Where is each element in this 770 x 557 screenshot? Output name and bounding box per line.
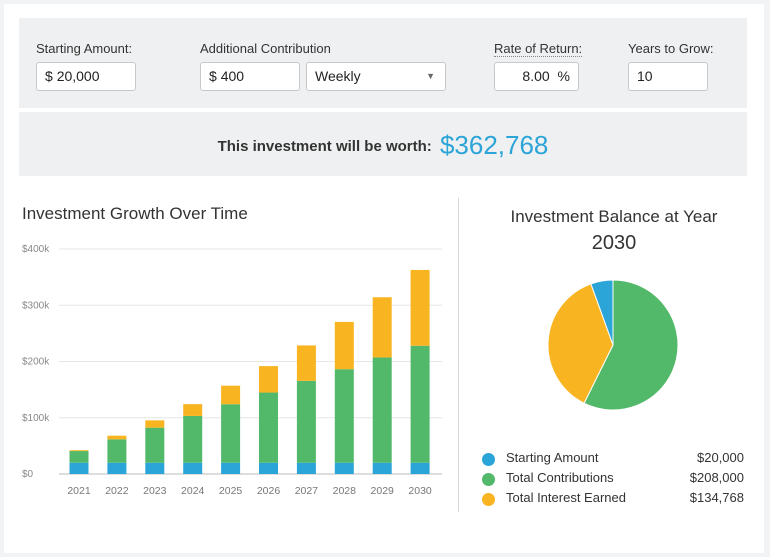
legend-amount: $20,000 xyxy=(697,450,744,465)
x-tick-label: 2022 xyxy=(105,485,129,497)
bar-segment[interactable] xyxy=(145,462,165,474)
bar-segment[interactable] xyxy=(145,427,165,463)
bar-segment[interactable] xyxy=(334,321,354,370)
bar-segment[interactable] xyxy=(259,366,278,393)
y-tick-label: $400k xyxy=(22,244,50,255)
years-to-grow-input[interactable]: 10 xyxy=(628,62,708,91)
legend-dot-icon xyxy=(482,493,495,506)
legend-dot-icon xyxy=(482,453,495,466)
additional-contribution-label: Additional Contribution xyxy=(200,41,331,56)
chart-divider xyxy=(458,198,459,512)
pie-slice[interactable] xyxy=(590,279,614,346)
legend-label: Starting Amount xyxy=(506,450,599,465)
x-tick-label: 2029 xyxy=(371,485,395,497)
result-line: This investment will be worth: $362,768 xyxy=(19,130,747,161)
bar-segment[interactable] xyxy=(372,357,392,463)
x-tick-label: 2025 xyxy=(219,485,243,497)
rate-value: 8.00 xyxy=(522,68,550,84)
legend-amount: $134,768 xyxy=(689,490,744,505)
y-tick-label: $300k xyxy=(22,300,50,311)
bar-segment[interactable] xyxy=(410,462,430,474)
bar-segment[interactable] xyxy=(410,269,430,346)
frequency-value: Weekly xyxy=(315,68,361,84)
bar-segment[interactable] xyxy=(183,462,203,474)
bar-segment[interactable] xyxy=(183,404,203,416)
bar-segment[interactable] xyxy=(296,462,316,474)
bar-segment[interactable] xyxy=(69,451,89,463)
y-tick-label: $0 xyxy=(22,469,34,480)
rate-suffix: % xyxy=(557,68,570,84)
bar-segment[interactable] xyxy=(221,462,241,474)
result-text: This investment will be worth: xyxy=(217,138,432,155)
additional-value: 400 xyxy=(220,68,245,84)
bar-segment[interactable] xyxy=(69,450,89,452)
bar-segment[interactable] xyxy=(259,392,278,463)
x-tick-label: 2027 xyxy=(295,485,319,497)
legend-amount: $208,000 xyxy=(689,470,744,485)
pie-legend: Starting Amount $20,000 Total Contribution… xyxy=(482,450,744,510)
x-tick-label: 2024 xyxy=(181,485,205,497)
starting-amount-prefix: $ xyxy=(45,68,53,84)
legend-label: Total Contributions xyxy=(506,470,614,485)
legend-label: Total Interest Earned xyxy=(506,490,626,505)
pie-chart xyxy=(547,279,679,411)
bar-segment[interactable] xyxy=(107,435,127,440)
bar-segment[interactable] xyxy=(221,404,241,463)
bar-segment[interactable] xyxy=(334,369,354,463)
pie-chart-title: Investment Balance at Year 2030 xyxy=(464,204,764,256)
bar-segment[interactable] xyxy=(410,345,430,463)
pie-title-text: Investment Balance at Year xyxy=(510,207,718,226)
bar-segment[interactable] xyxy=(183,415,203,463)
bar-chart: $0 $100k $200k $300k $400k 2021 2022 2023 2024 20… xyxy=(22,244,442,497)
result-value: $362,768 xyxy=(439,130,549,160)
result-panel: This investment will be worth: $362,768 xyxy=(19,112,747,176)
y-tick-label: $200k xyxy=(22,357,50,368)
bar-segment[interactable] xyxy=(107,439,127,463)
bar-segment[interactable] xyxy=(296,345,316,381)
x-tick-label: 2021 xyxy=(67,485,91,497)
years-to-grow-label: Years to Grow: xyxy=(628,41,714,56)
bar-segment[interactable] xyxy=(221,385,241,405)
bar-segment[interactable] xyxy=(372,297,392,358)
bar-segment[interactable] xyxy=(372,462,392,474)
frequency-select[interactable]: Weekly ▼ xyxy=(306,62,446,91)
starting-amount-input[interactable]: $ 20,000 xyxy=(36,62,136,91)
additional-contribution-input[interactable]: $ 400 xyxy=(200,62,300,91)
bar-segment[interactable] xyxy=(145,420,165,428)
bar-segment[interactable] xyxy=(296,380,316,463)
inputs-panel: Starting Amount: $ 20,000 Additional Con… xyxy=(19,18,747,108)
calculator-card: Starting Amount: $ 20,000 Additional Con… xyxy=(4,4,764,553)
legend-item: Starting Amount $20,000 xyxy=(482,450,744,470)
y-tick-label: $100k xyxy=(22,413,50,424)
rate-of-return-label[interactable]: Rate of Return: xyxy=(494,41,583,57)
pie-slice[interactable] xyxy=(583,279,679,411)
legend-item: Total Contributions $208,000 xyxy=(482,470,744,490)
years-value: 10 xyxy=(637,68,653,84)
pie-slice[interactable] xyxy=(547,283,614,404)
bar-segment[interactable] xyxy=(107,462,127,474)
x-tick-label: 2028 xyxy=(333,485,357,497)
chevron-down-icon: ▼ xyxy=(426,71,435,81)
x-tick-label: 2026 xyxy=(257,485,281,497)
pie-title-year: 2030 xyxy=(591,232,637,254)
rate-of-return-input[interactable]: 8.00 % xyxy=(494,62,579,91)
starting-amount-label: Starting Amount: xyxy=(36,41,133,56)
legend-item: Total Interest Earned $134,768 xyxy=(482,490,744,510)
starting-amount-value: 20,000 xyxy=(56,68,100,84)
bar-chart-title: Investment Growth Over Time xyxy=(22,204,248,223)
x-tick-label: 2030 xyxy=(408,485,432,497)
additional-prefix: $ xyxy=(209,68,217,84)
legend-dot-icon xyxy=(482,473,495,486)
bar-segment[interactable] xyxy=(259,462,278,474)
bar-segment[interactable] xyxy=(69,462,89,474)
bar-segment[interactable] xyxy=(334,462,354,474)
x-tick-label: 2023 xyxy=(143,485,167,497)
